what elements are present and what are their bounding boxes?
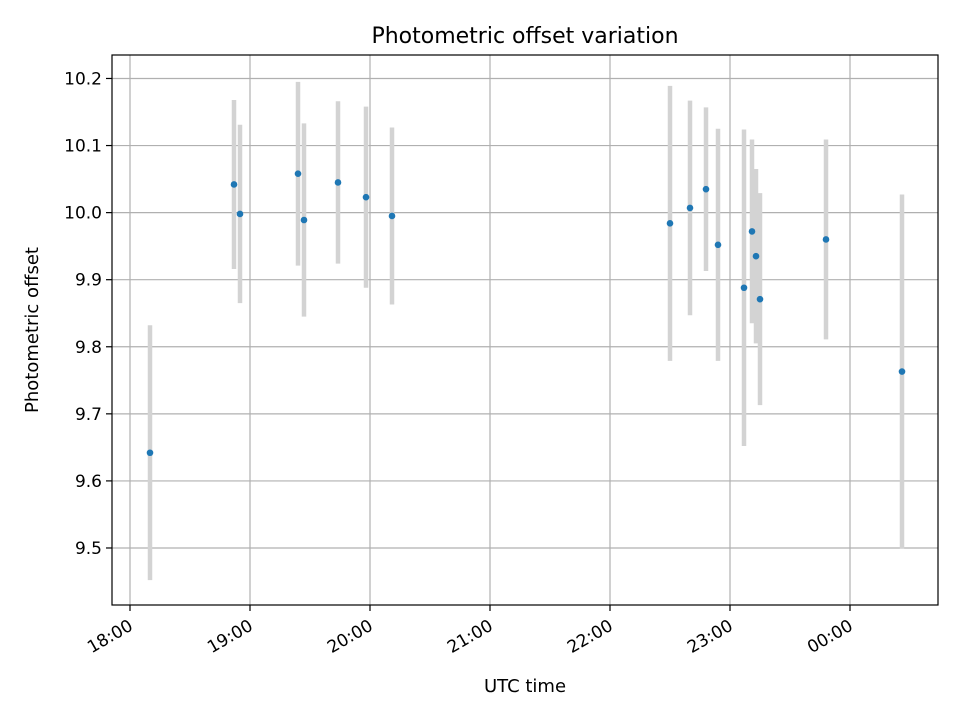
data-point (230, 181, 238, 188)
grid-lines (112, 55, 938, 605)
axes-frame (111, 54, 939, 606)
y-axis-ticks: 9.5 9.6 9.7 9.8 9.9 10.0 10.1 10.2 (64, 69, 112, 559)
y-tick-label: 9.8 (75, 338, 102, 358)
data-point (236, 210, 244, 218)
data-point (752, 252, 760, 260)
x-axis-label: UTC time (484, 676, 566, 697)
data-point (748, 228, 756, 235)
data-point (822, 236, 830, 243)
data-point (362, 193, 370, 201)
data-point (740, 284, 748, 292)
data-point (686, 204, 694, 212)
data-points (146, 170, 906, 457)
data-point (898, 368, 906, 375)
data-point (756, 295, 764, 303)
y-tick-label: 9.5 (75, 539, 102, 559)
y-tick-label: 9.6 (75, 472, 102, 492)
data-point (300, 216, 308, 224)
y-tick-label: 9.7 (75, 405, 102, 425)
data-point (146, 449, 154, 457)
data-point (702, 185, 710, 193)
data-point (334, 179, 342, 186)
y-axis-label: Photometric offset (22, 247, 43, 413)
y-tick-label: 10.1 (64, 137, 102, 157)
data-point (388, 212, 396, 220)
data-point (714, 241, 722, 249)
chart-title: Photometric offset variation (371, 24, 678, 49)
data-point (666, 220, 674, 227)
y-tick-label: 10.0 (64, 204, 102, 224)
y-tick-label: 10.2 (64, 69, 102, 89)
y-tick-label: 9.9 (75, 271, 102, 291)
data-point (294, 170, 302, 178)
